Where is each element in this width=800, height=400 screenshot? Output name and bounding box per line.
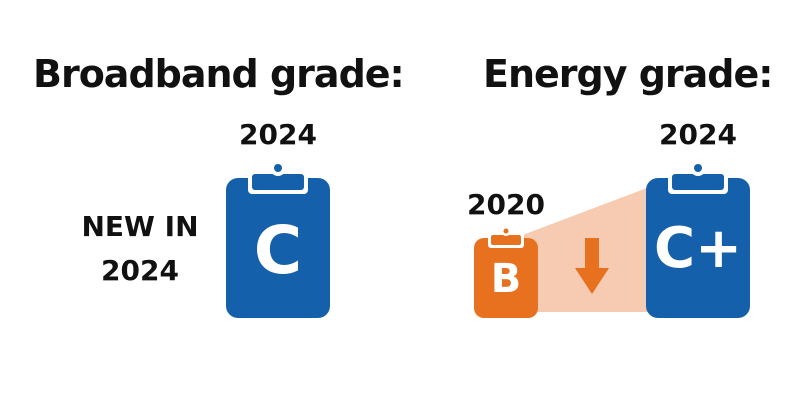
energy-2020-grade-letter: B [490, 256, 522, 302]
new-in-line2: 2024 [101, 254, 179, 287]
new-in-note: NEW IN 2024 [60, 205, 220, 293]
energy-heading: Energy grade: [483, 52, 773, 96]
arrow-down-icon [575, 238, 609, 294]
clipboard-icon [474, 226, 538, 318]
energy-2024-grade-letter: C+ [653, 216, 743, 281]
energy-to-year: 2024 [659, 118, 737, 151]
energy-2020-clipboard: B [474, 226, 538, 318]
clipboard-icon [226, 160, 330, 318]
new-in-line1: NEW IN [81, 210, 199, 243]
broadband-heading: Broadband grade: [33, 52, 405, 96]
broadband-year: 2024 [239, 118, 317, 151]
broadband-grade-letter: C [253, 212, 303, 289]
clipboard-icon [646, 160, 750, 318]
energy-from-year: 2020 [467, 188, 545, 221]
energy-2024-clipboard: C+ [646, 160, 750, 318]
broadband-grade-clipboard: C [226, 160, 330, 318]
